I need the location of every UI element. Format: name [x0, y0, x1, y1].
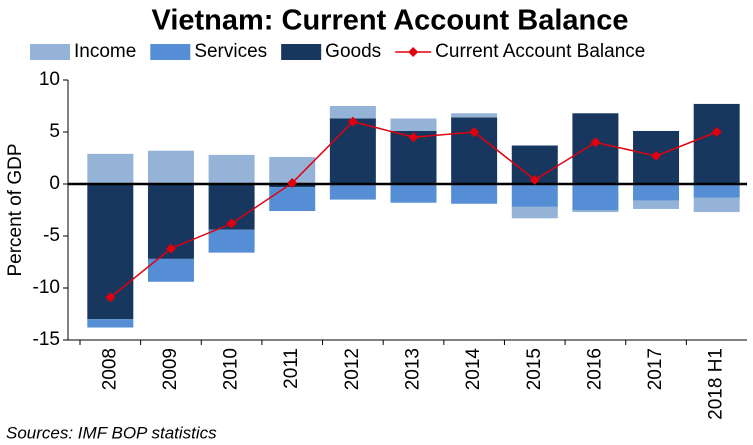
bar — [451, 113, 498, 118]
legend-label: Current Account Balance — [435, 41, 645, 62]
x-tick-label: 2011 — [281, 348, 302, 389]
marker — [347, 116, 358, 127]
bar — [572, 113, 619, 184]
bar — [572, 210, 619, 213]
bar — [87, 319, 134, 328]
y-tick-label: -10 — [33, 277, 60, 298]
y-tick-label: -15 — [33, 329, 60, 350]
marker — [105, 292, 116, 303]
legend-swatch — [30, 44, 70, 60]
bar — [329, 184, 376, 200]
bar — [390, 184, 437, 203]
bar — [451, 184, 498, 204]
x-tick-label: 2016 — [584, 348, 605, 390]
x-tick-label: 2008 — [99, 348, 120, 390]
bar — [329, 106, 376, 119]
y-tick-label: 0 — [49, 173, 60, 194]
y-tick-label: 5 — [49, 121, 60, 142]
bar — [572, 184, 619, 210]
legend-label: Income — [74, 41, 136, 62]
bar — [208, 229, 255, 253]
y-tick-label: -5 — [43, 225, 60, 246]
x-tick-label: 2014 — [463, 348, 484, 391]
bar — [390, 118, 437, 131]
bar — [693, 197, 740, 213]
bar — [693, 184, 740, 198]
x-tick-label: 2012 — [342, 348, 363, 390]
marker — [165, 243, 176, 254]
marker — [711, 127, 722, 137]
marker — [469, 127, 480, 137]
source: Sources: IMF BOP statistics — [6, 423, 217, 442]
x-tick-label: 2018 H1 — [706, 348, 727, 420]
legend-label: Goods — [325, 41, 381, 62]
legend-swatch — [150, 44, 191, 60]
y-tick-label: 10 — [39, 69, 60, 90]
chart-title: Vietnam: Current Account Balance — [152, 5, 629, 37]
marker — [226, 218, 237, 229]
y-axis-label: Percent of GDP — [5, 143, 26, 276]
bar — [147, 150, 194, 184]
bar — [329, 118, 376, 184]
x-tick-label: 2013 — [403, 348, 424, 390]
legend-swatch — [281, 44, 322, 60]
bar — [511, 184, 558, 207]
bar — [511, 206, 558, 219]
bar — [87, 153, 134, 184]
x-tick-label: 2009 — [160, 348, 181, 390]
bar — [693, 103, 740, 184]
marker — [651, 150, 662, 161]
x-tick-label: 2015 — [524, 348, 545, 390]
x-tick-label: 2010 — [221, 348, 242, 390]
legend-marker — [408, 47, 419, 57]
bar — [147, 258, 194, 282]
bar — [208, 154, 255, 184]
x-tick-label: 2017 — [645, 348, 666, 390]
bar — [269, 187, 316, 212]
bar — [633, 184, 680, 201]
marker — [287, 177, 298, 188]
marker — [590, 137, 601, 148]
bar — [633, 200, 680, 209]
legend-label: Services — [194, 41, 267, 62]
marker — [408, 132, 419, 143]
marker — [529, 174, 540, 185]
